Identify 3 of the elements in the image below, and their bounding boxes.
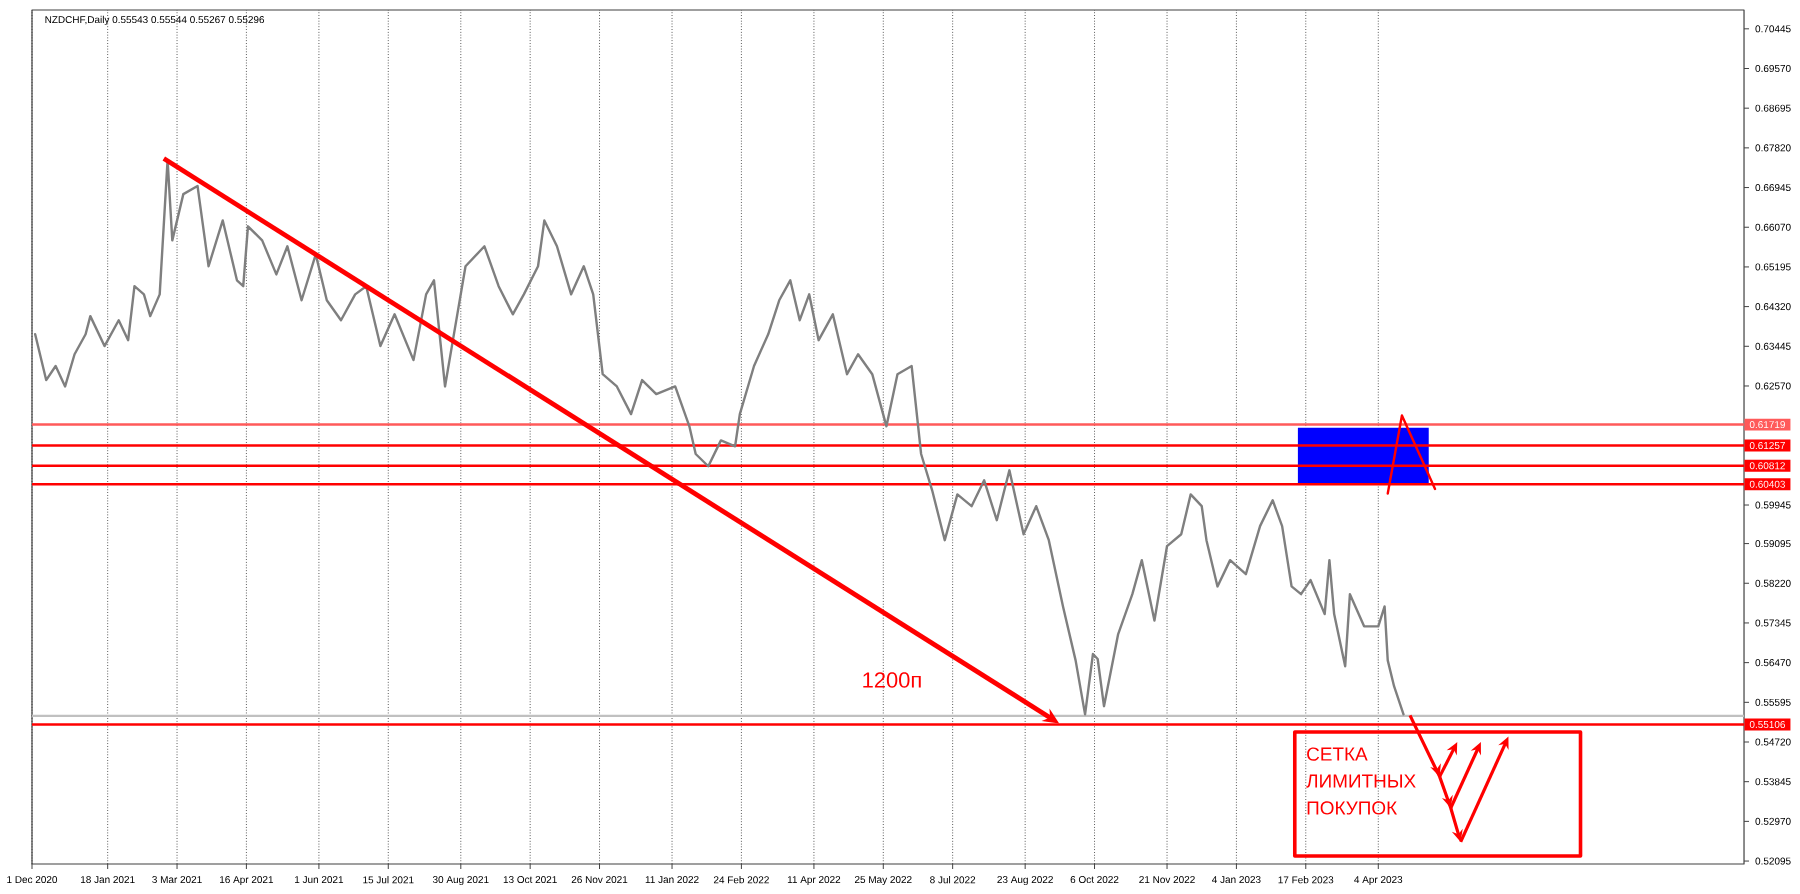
line-series <box>33 158 1405 716</box>
annotation: СЕТКА ЛИМИТНЫХ ПОКУПОК <box>1306 747 1416 815</box>
annotation: 1200п <box>863 672 921 688</box>
